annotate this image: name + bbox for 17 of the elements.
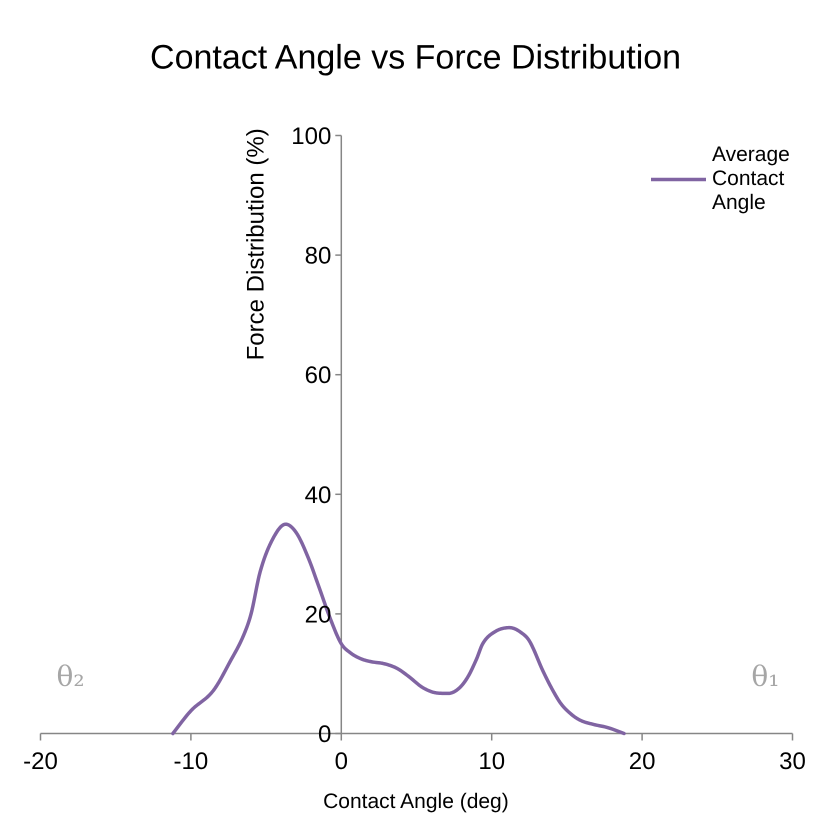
y-tick-label: 0	[318, 721, 332, 748]
x-tick-label: -10	[174, 748, 208, 775]
x-tick-label: 0	[334, 748, 348, 775]
annotation: θ₂	[56, 660, 85, 694]
y-tick-label: 80	[304, 242, 332, 270]
x-tick-label: -20	[23, 748, 58, 775]
annotation: θ₁	[751, 660, 780, 694]
y-axis-title: Force Distribution (%)	[242, 128, 270, 360]
x-axis-title: Contact Angle (deg)	[323, 790, 509, 813]
legend-label: Average Contact Angle	[712, 143, 790, 216]
chart-title: Contact Angle vs Force Distribution	[150, 38, 682, 76]
y-tick-label: 60	[304, 362, 332, 390]
x-tick-label: 30	[779, 748, 806, 775]
x-tick-label: 10	[478, 748, 506, 775]
x-tick-label: 20	[628, 748, 656, 775]
y-tick-label: 40	[304, 482, 332, 509]
y-tick-label: 100	[291, 123, 332, 150]
